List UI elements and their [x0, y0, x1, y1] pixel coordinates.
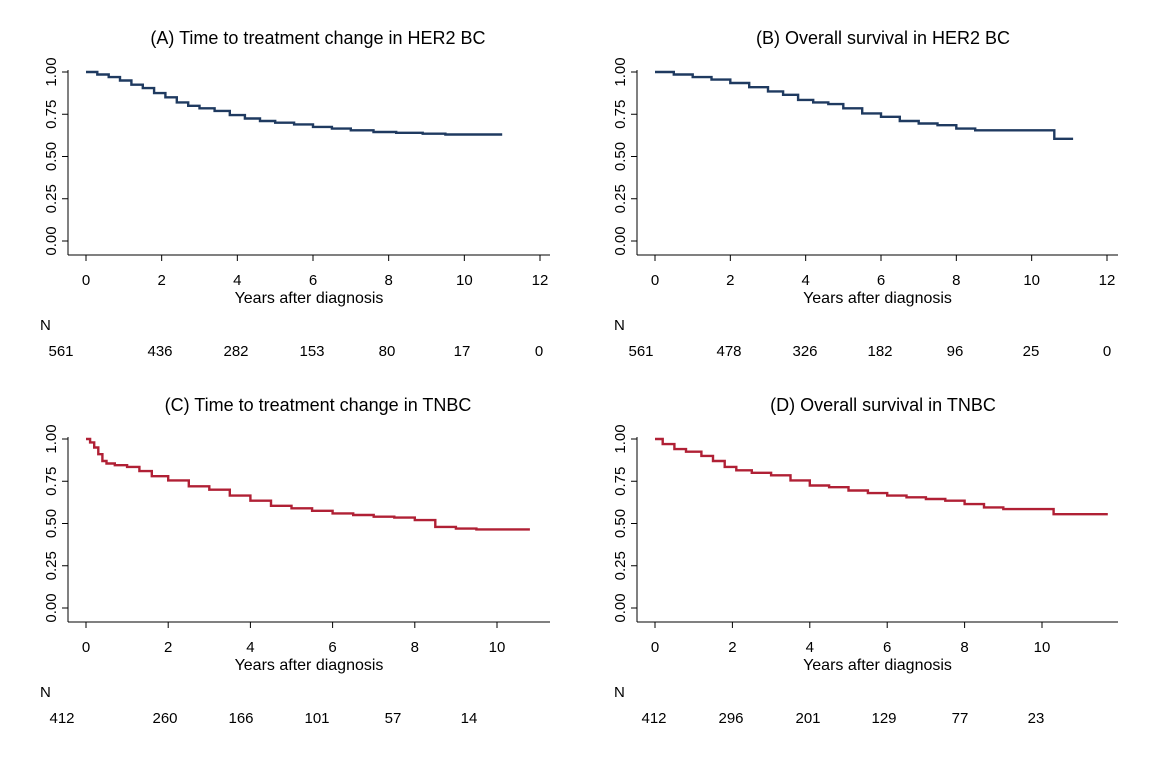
y-tick-label: 0.00 — [43, 593, 60, 622]
panel-a: (A) Time to treatment change in HER2 BC 0… — [40, 28, 550, 360]
y-tick-label: 1.00 — [43, 57, 60, 86]
x-tick-label: 6 — [883, 639, 891, 656]
panel-title: (C) Time to treatment change in TNBC — [165, 395, 472, 415]
x-tick-label: 2 — [157, 272, 165, 289]
risk-table-label: N — [614, 684, 625, 701]
x-tick-label: 0 — [651, 639, 659, 656]
x-tick-label: 8 — [952, 272, 960, 289]
risk-count: 282 — [223, 343, 248, 360]
survival-curve — [655, 437, 1108, 516]
x-tick-label: 4 — [233, 272, 241, 289]
x-tick-label: 0 — [651, 272, 659, 289]
risk-count: 17 — [454, 343, 471, 360]
panel-b: (B) Overall survival in HER2 BC 0.00 0.25 0… — [612, 28, 1118, 360]
risk-count: 296 — [718, 710, 743, 727]
x-tick-label: 0 — [82, 639, 90, 656]
risk-count: 326 — [792, 343, 817, 360]
y-tick-label: 0.25 — [612, 184, 629, 213]
x-tick-label: 6 — [309, 272, 317, 289]
y-tick-label: 0.00 — [43, 226, 60, 255]
risk-count: 25 — [1023, 343, 1040, 360]
x-tick-label: 8 — [960, 639, 968, 656]
panel-title: (D) Overall survival in TNBC — [770, 395, 996, 415]
risk-count: 57 — [385, 710, 402, 727]
x-axis-title: Years after diagnosis — [235, 290, 384, 307]
risk-count: 129 — [871, 710, 896, 727]
risk-count: 182 — [867, 343, 892, 360]
survival-curve — [86, 70, 503, 136]
y-tick-label: 0.50 — [612, 509, 629, 538]
y-tick-label: 0.50 — [43, 142, 60, 171]
y-tick-label: 0.00 — [612, 226, 629, 255]
y-tick-label: 0.75 — [612, 100, 629, 129]
risk-count: 412 — [641, 710, 666, 727]
y-tick-label: 0.50 — [43, 509, 60, 538]
panel-title: (B) Overall survival in HER2 BC — [756, 28, 1010, 48]
y-tick-label: 1.00 — [612, 57, 629, 86]
risk-count: 96 — [947, 343, 964, 360]
risk-count: 436 — [147, 343, 172, 360]
x-tick-label: 4 — [801, 272, 809, 289]
x-axis-title: Years after diagnosis — [803, 657, 952, 674]
x-tick-label: 10 — [456, 272, 473, 289]
risk-count: 478 — [716, 343, 741, 360]
risk-count: 101 — [304, 710, 329, 727]
risk-count: 0 — [535, 343, 543, 360]
risk-count: 80 — [379, 343, 396, 360]
risk-table-label: N — [40, 317, 51, 334]
y-tick-label: 0.50 — [612, 142, 629, 171]
y-tick-label: 1.00 — [43, 424, 60, 453]
y-tick-label: 1.00 — [612, 424, 629, 453]
x-tick-label: 2 — [728, 639, 736, 656]
x-tick-label: 8 — [411, 639, 419, 656]
x-tick-label: 2 — [726, 272, 734, 289]
risk-table-label: N — [614, 317, 625, 334]
x-tick-label: 0 — [82, 272, 90, 289]
panel-title: (A) Time to treatment change in HER2 BC — [150, 28, 485, 48]
risk-count: 77 — [952, 710, 969, 727]
x-tick-label: 4 — [246, 639, 254, 656]
x-tick-label: 8 — [384, 272, 392, 289]
y-tick-label: 0.25 — [612, 551, 629, 580]
risk-count: 153 — [299, 343, 324, 360]
x-tick-label: 12 — [1099, 272, 1116, 289]
panel-d: (D) Overall survival in TNBC 0.00 0.25 0.50… — [612, 395, 1118, 727]
risk-count: 260 — [152, 710, 177, 727]
y-tick-label: 0.00 — [612, 593, 629, 622]
y-tick-label: 0.75 — [43, 467, 60, 496]
x-tick-label: 2 — [164, 639, 172, 656]
y-tick-label: 0.25 — [43, 551, 60, 580]
panel-c: (C) Time to treatment change in TNBC 0.00… — [40, 395, 550, 727]
x-axis-title: Years after diagnosis — [803, 290, 952, 307]
y-tick-label: 0.75 — [43, 100, 60, 129]
x-tick-label: 12 — [532, 272, 549, 289]
x-tick-label: 10 — [489, 639, 506, 656]
x-tick-label: 10 — [1023, 272, 1040, 289]
x-tick-label: 10 — [1034, 639, 1051, 656]
risk-count: 23 — [1028, 710, 1045, 727]
x-axis-title: Years after diagnosis — [235, 657, 384, 674]
y-tick-label: 0.75 — [612, 467, 629, 496]
survival-curve — [655, 70, 1074, 140]
risk-table-label: N — [40, 684, 51, 701]
risk-count: 14 — [461, 710, 478, 727]
x-tick-label: 4 — [806, 639, 814, 656]
risk-count: 0 — [1103, 343, 1111, 360]
risk-count: 412 — [49, 710, 74, 727]
x-tick-label: 6 — [328, 639, 336, 656]
risk-count: 201 — [795, 710, 820, 727]
risk-count: 561 — [48, 343, 73, 360]
y-tick-label: 0.25 — [43, 184, 60, 213]
risk-count: 166 — [228, 710, 253, 727]
survival-curve — [86, 437, 530, 531]
risk-count: 561 — [628, 343, 653, 360]
x-tick-label: 6 — [877, 272, 885, 289]
